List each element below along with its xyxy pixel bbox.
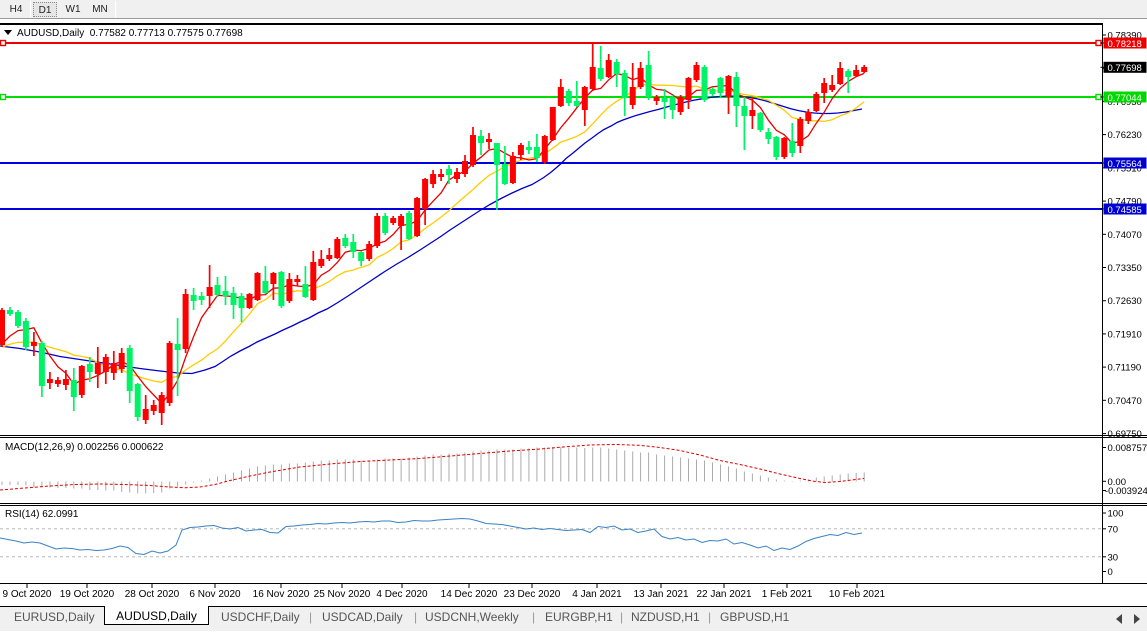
svg-text:22 Jan 2021: 22 Jan 2021 — [696, 589, 751, 600]
svg-text:-0.003924: -0.003924 — [1105, 486, 1147, 497]
svg-text:0.78218: 0.78218 — [1108, 39, 1142, 50]
svg-text:4 Dec 2020: 4 Dec 2020 — [376, 589, 428, 600]
svg-text:13 Jan 2021: 13 Jan 2021 — [633, 589, 688, 600]
svg-text:0.74585: 0.74585 — [1108, 205, 1142, 216]
svg-text:19 Oct 2020: 19 Oct 2020 — [60, 589, 115, 600]
svg-text:23 Dec 2020: 23 Dec 2020 — [504, 589, 561, 600]
svg-text:0.73350: 0.73350 — [1108, 263, 1142, 274]
svg-text:0.70470: 0.70470 — [1108, 396, 1142, 407]
svg-text:4 Jan 2021: 4 Jan 2021 — [572, 589, 622, 600]
svg-text:70: 70 — [1108, 524, 1119, 535]
svg-text:0.71190: 0.71190 — [1108, 363, 1142, 374]
svg-text:0.74070: 0.74070 — [1108, 230, 1142, 241]
svg-text:0.77044: 0.77044 — [1108, 93, 1142, 104]
svg-text:30: 30 — [1108, 552, 1119, 563]
svg-text:0.75564: 0.75564 — [1108, 159, 1142, 170]
svg-text:9 Oct 2020: 9 Oct 2020 — [3, 589, 52, 600]
svg-text:RSI(14) 62.0991: RSI(14) 62.0991 — [5, 509, 79, 520]
svg-text:100: 100 — [1108, 509, 1124, 520]
svg-text:16 Nov 2020: 16 Nov 2020 — [253, 589, 310, 600]
svg-text:MACD(12,26,9) 0.002256 0.00062: MACD(12,26,9) 0.002256 0.000622 — [5, 442, 164, 453]
svg-text:0.71910: 0.71910 — [1108, 329, 1142, 340]
svg-text:AUDUSD,Daily 0.77582 0.77713: AUDUSD,Daily 0.77582 0.77713 0.77575 0.7… — [17, 28, 243, 39]
svg-text:6 Nov 2020: 6 Nov 2020 — [189, 589, 241, 600]
svg-text:14 Dec 2020: 14 Dec 2020 — [441, 589, 498, 600]
svg-text:0.76230: 0.76230 — [1108, 130, 1142, 141]
svg-text:0.008757: 0.008757 — [1108, 443, 1147, 454]
svg-text:10 Feb 2021: 10 Feb 2021 — [829, 589, 886, 600]
svg-text:0.69750: 0.69750 — [1108, 429, 1142, 440]
svg-text:0.72630: 0.72630 — [1108, 296, 1142, 307]
svg-text:25 Nov 2020: 25 Nov 2020 — [314, 589, 371, 600]
svg-text:0.77698: 0.77698 — [1108, 63, 1142, 74]
svg-text:28 Oct 2020: 28 Oct 2020 — [125, 589, 180, 600]
svg-text:0: 0 — [1108, 567, 1113, 578]
svg-text:1 Feb 2021: 1 Feb 2021 — [762, 589, 813, 600]
